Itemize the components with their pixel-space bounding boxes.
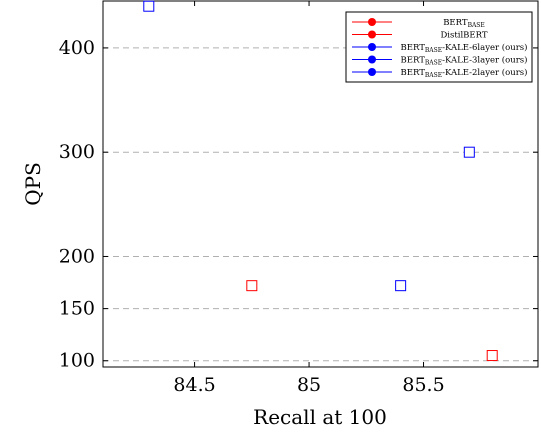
legend-label: DistilBERT — [440, 31, 487, 41]
data-point — [246, 280, 258, 292]
y-tick-label: 100 — [59, 350, 95, 372]
legend-marker — [368, 55, 376, 64]
y-axis-label: QPS — [21, 162, 45, 206]
plot-frame — [102, 0, 539, 368]
data-point — [395, 280, 407, 292]
x-axis-label: Recall at 100 — [253, 405, 387, 429]
data-points — [143, 0, 498, 362]
data-point — [486, 350, 498, 362]
legend-label: BERTBASE-KALE-3layer (ours) — [401, 55, 528, 67]
tick-labels: 100 150 200 300 400 84.5 85 85.5 — [59, 37, 445, 396]
x-tick-label: 85.5 — [402, 374, 444, 396]
x-tick-label: 84.5 — [173, 374, 215, 396]
axis-ticks — [103, 1, 538, 367]
y-tick-label: 150 — [59, 298, 95, 320]
data-point — [143, 0, 155, 12]
legend-marker — [368, 68, 376, 76]
y-tick-label: 400 — [59, 37, 95, 59]
legend-marker — [368, 43, 376, 51]
legend-label: BERTBASE-KALE-2layer (ours) — [401, 67, 528, 79]
x-tick-label: 85 — [297, 374, 321, 396]
legend-label: BERTBASE — [443, 18, 485, 29]
grid-lines — [103, 47, 538, 362]
data-point — [463, 146, 475, 158]
legend-label: BERTBASE-KALE-6layer (ours) — [401, 42, 528, 54]
legend-marker — [368, 30, 376, 39]
y-tick-label: 200 — [59, 245, 95, 267]
y-tick-label: 300 — [59, 141, 95, 163]
legend-marker — [368, 18, 376, 26]
